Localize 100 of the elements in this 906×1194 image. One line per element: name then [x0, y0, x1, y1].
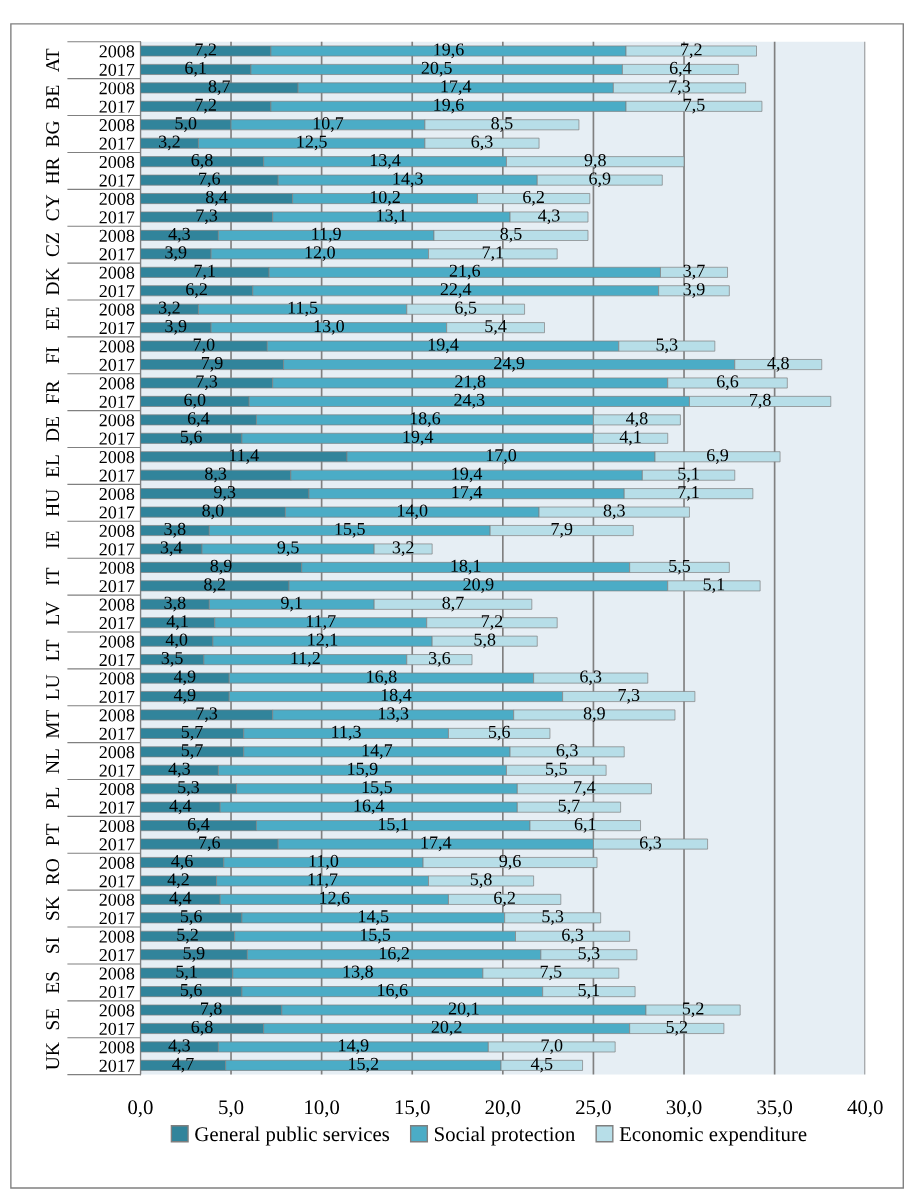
- data-label: 19,6: [434, 43, 464, 59]
- data-label: 5,3: [178, 781, 200, 796]
- data-label: 8,5: [491, 117, 513, 132]
- data-label: 7,0: [541, 1039, 563, 1055]
- x-tick-label: 20,0: [485, 1100, 521, 1118]
- data-label: 7,8: [750, 393, 771, 409]
- y-tick-label: 2017: [99, 727, 135, 740]
- data-label: 7,1: [482, 246, 504, 261]
- data-label: 5,9: [183, 947, 205, 962]
- data-label: 5,3: [578, 947, 600, 962]
- y-tick-label: 2017: [99, 764, 135, 777]
- y-tick-label: 2008: [99, 340, 135, 353]
- data-label: 6,0: [184, 393, 206, 409]
- text: IT: [46, 567, 59, 586]
- y-tick-label: 2017: [99, 543, 135, 556]
- data-label: 11,7: [306, 615, 336, 630]
- data-label: 4,2: [167, 873, 189, 889]
- data-label: 3,7: [683, 264, 705, 280]
- data-label: 3,9: [165, 246, 187, 261]
- y-tick-label: 2008: [99, 377, 135, 390]
- legend-label: Economic expenditure: [619, 1126, 807, 1146]
- data-label: 5,1: [578, 984, 600, 999]
- data-label: 15,2: [349, 1057, 379, 1073]
- text: NL: [46, 749, 59, 774]
- y-tick-label: 2008: [99, 266, 135, 279]
- data-label: 11,3: [332, 725, 361, 741]
- data-label: 9,6: [499, 854, 521, 870]
- text: DE: [46, 417, 60, 442]
- data-label: 15,1: [378, 818, 408, 833]
- y-tick-label: 2008: [99, 598, 135, 611]
- y-tick-label: 2017: [99, 469, 135, 482]
- x-tick-label: 30,0: [666, 1100, 702, 1118]
- data-label: 17,4: [441, 80, 472, 96]
- y-tick-label: 2017: [99, 838, 135, 851]
- data-label: 8,7: [208, 80, 231, 96]
- y-tick-label: 2017: [99, 690, 135, 703]
- data-label: 5,6: [488, 725, 510, 741]
- y-tick-label: 2008: [99, 635, 135, 648]
- data-label: 8,2: [204, 578, 226, 593]
- data-label: 4,0: [165, 633, 188, 649]
- data-label: 4,9: [173, 688, 196, 704]
- data-label: 7,9: [551, 522, 573, 538]
- data-label: 17,4: [421, 836, 452, 852]
- data-label: 11,0: [309, 854, 339, 870]
- data-label: 8,5: [500, 227, 522, 243]
- data-label: 12,5: [297, 135, 327, 151]
- y-tick-label: 2008: [99, 487, 135, 501]
- y-tick-label: 2008: [99, 709, 135, 722]
- y-tick-label: 2017: [99, 137, 135, 150]
- data-label: 7,1: [194, 264, 215, 280]
- data-label: 3,8: [164, 596, 186, 612]
- y-tick-label: 2008: [99, 45, 135, 58]
- text: EL: [46, 455, 59, 478]
- data-label: 5,0: [175, 117, 197, 132]
- x-tick-label: 35,0: [757, 1100, 793, 1118]
- data-label: 5,4: [485, 320, 507, 335]
- data-label: 13,1: [377, 209, 407, 225]
- data-label: 12,0: [305, 246, 335, 261]
- data-label: 15,5: [362, 781, 392, 796]
- data-label: 19,4: [428, 338, 459, 354]
- data-label: 11,9: [312, 227, 341, 243]
- data-label: 24,3: [454, 393, 485, 409]
- text: SK: [46, 896, 60, 920]
- y-tick-label: 2017: [99, 801, 135, 814]
- y-tick-label: 2017: [99, 506, 135, 519]
- y-tick-label: 2008: [99, 414, 135, 427]
- data-label: 4,8: [625, 412, 648, 427]
- data-label: 7,3: [196, 209, 218, 225]
- data-label: 15,9: [348, 762, 378, 778]
- y-tick-label: 2008: [99, 192, 135, 205]
- data-label: 3,6: [428, 652, 451, 667]
- data-label: 6,3: [580, 670, 602, 686]
- data-label: 3,9: [165, 320, 187, 335]
- data-label: 5,5: [669, 559, 691, 575]
- data-label: 6,3: [562, 928, 584, 944]
- y-tick-label: 2017: [99, 174, 135, 187]
- data-label: 22,4: [440, 283, 472, 298]
- text: EE: [46, 307, 59, 330]
- data-label: 4,3: [168, 227, 190, 243]
- data-label: 6,3: [471, 135, 493, 151]
- y-tick-label: 2008: [99, 856, 135, 869]
- data-label: 15,5: [335, 522, 365, 538]
- y-tick-label: 2017: [99, 285, 135, 298]
- y-tick-label: 2017: [99, 1059, 135, 1072]
- data-label: 4,9: [173, 670, 196, 686]
- text: HU: [46, 489, 60, 517]
- y-tick-label: 2017: [99, 948, 135, 962]
- data-label: 7,3: [618, 688, 640, 704]
- data-label: 6,4: [187, 412, 210, 427]
- data-label: 6,8: [191, 1020, 213, 1036]
- data-label: 3,8: [164, 522, 186, 538]
- data-label: 4,5: [530, 1057, 553, 1073]
- text: CZ: [46, 233, 60, 257]
- data-label: 5,7: [181, 744, 203, 759]
- data-label: 3,4: [160, 541, 183, 557]
- y-tick-label: 2017: [99, 875, 135, 888]
- data-label: 6,4: [669, 61, 692, 77]
- data-label: 14,9: [339, 1039, 369, 1055]
- y-tick-label: 2008: [99, 782, 135, 796]
- data-label: 11,5: [288, 301, 318, 317]
